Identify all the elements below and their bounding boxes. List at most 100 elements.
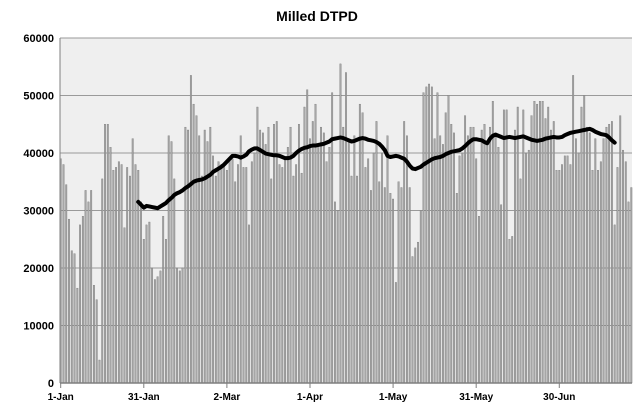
x-tick-label: 1-Jan bbox=[48, 392, 74, 403]
bar bbox=[176, 267, 178, 384]
bar bbox=[242, 167, 245, 384]
bar bbox=[148, 221, 151, 384]
bar bbox=[577, 152, 580, 384]
bar bbox=[98, 359, 101, 384]
bar bbox=[483, 124, 486, 384]
y-tick-label: 60000 bbox=[23, 33, 54, 45]
bar bbox=[198, 135, 201, 384]
bar bbox=[187, 129, 190, 384]
bar bbox=[195, 115, 198, 384]
bar bbox=[574, 138, 577, 384]
bar bbox=[358, 103, 361, 384]
bar bbox=[447, 95, 450, 384]
bar bbox=[151, 267, 154, 384]
bar bbox=[297, 124, 300, 384]
bar bbox=[453, 132, 455, 384]
bar bbox=[514, 129, 516, 384]
bar bbox=[328, 147, 331, 384]
bar bbox=[223, 164, 226, 384]
bar bbox=[336, 210, 339, 384]
bar bbox=[394, 282, 397, 384]
bar bbox=[428, 83, 431, 384]
bar bbox=[142, 239, 145, 384]
bar bbox=[289, 126, 292, 384]
bar bbox=[411, 256, 414, 384]
bar bbox=[466, 135, 469, 384]
bar bbox=[422, 92, 425, 384]
bar bbox=[76, 287, 79, 384]
bar bbox=[159, 270, 162, 384]
bar bbox=[101, 178, 104, 384]
bar bbox=[309, 138, 311, 384]
bar bbox=[605, 126, 608, 384]
bar bbox=[278, 164, 281, 384]
bar bbox=[563, 155, 566, 384]
bar bbox=[273, 124, 275, 384]
bar bbox=[167, 135, 170, 384]
bar bbox=[478, 216, 480, 384]
bar bbox=[464, 115, 467, 384]
bar bbox=[450, 124, 453, 384]
bar bbox=[552, 121, 555, 384]
bar bbox=[367, 158, 370, 384]
bar bbox=[469, 126, 472, 384]
bar bbox=[486, 141, 489, 384]
series-line bbox=[136, 126, 617, 211]
bar bbox=[79, 224, 81, 384]
bar bbox=[120, 164, 123, 384]
bar bbox=[505, 109, 508, 384]
bar bbox=[62, 164, 65, 384]
bar bbox=[134, 164, 137, 384]
bar bbox=[602, 138, 605, 384]
bar bbox=[81, 216, 84, 384]
bar bbox=[461, 152, 464, 384]
bar bbox=[225, 170, 228, 384]
bar bbox=[84, 190, 87, 384]
bar bbox=[586, 126, 588, 384]
bar bbox=[228, 158, 231, 384]
x-tick-label: 1-May bbox=[379, 392, 408, 403]
bar bbox=[322, 132, 325, 384]
x-tick-label: 1-Apr bbox=[297, 392, 323, 403]
bar bbox=[583, 95, 586, 384]
bar bbox=[544, 118, 547, 384]
bar bbox=[489, 126, 491, 384]
bar bbox=[131, 138, 134, 384]
bar bbox=[117, 161, 120, 384]
bar bbox=[173, 178, 176, 384]
bar bbox=[414, 247, 417, 384]
bar bbox=[430, 86, 433, 384]
y-tick-label: 30000 bbox=[23, 206, 54, 218]
bar bbox=[536, 103, 539, 384]
bar bbox=[234, 181, 237, 384]
bar bbox=[608, 124, 611, 384]
bar bbox=[408, 187, 411, 384]
bar bbox=[192, 103, 195, 384]
bar bbox=[627, 201, 630, 384]
bar bbox=[95, 299, 98, 384]
bar bbox=[547, 106, 550, 384]
bar bbox=[386, 135, 389, 384]
bar bbox=[389, 193, 392, 384]
bar bbox=[112, 170, 115, 384]
bar bbox=[104, 124, 106, 384]
bar bbox=[372, 152, 375, 384]
bar bbox=[145, 224, 148, 384]
bar bbox=[275, 121, 278, 384]
bar bbox=[508, 239, 511, 384]
bar bbox=[611, 121, 613, 384]
bar bbox=[516, 106, 519, 384]
bar bbox=[270, 178, 273, 384]
y-tick-label: 0 bbox=[48, 378, 54, 390]
bar bbox=[561, 164, 563, 384]
bar bbox=[480, 129, 483, 384]
bar bbox=[325, 161, 328, 384]
y-tick-label: 50000 bbox=[23, 91, 54, 103]
bar bbox=[237, 164, 239, 384]
bar bbox=[350, 175, 353, 384]
bar bbox=[588, 132, 591, 384]
bar bbox=[201, 175, 203, 384]
bar bbox=[339, 63, 342, 384]
x-tick-label: 31-May bbox=[459, 392, 493, 403]
bar bbox=[73, 253, 76, 384]
